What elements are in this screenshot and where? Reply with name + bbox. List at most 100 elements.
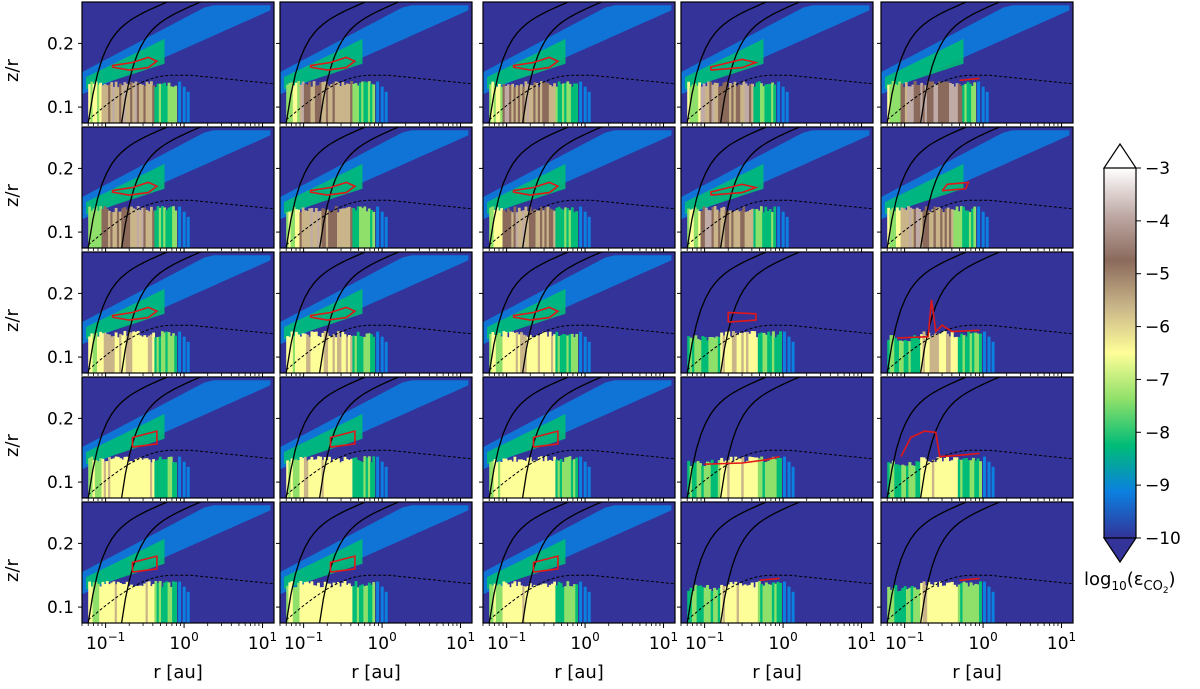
dashed-contour [686, 449, 873, 496]
reservoir-column [931, 459, 935, 498]
reservoir-column [557, 81, 561, 123]
reservoir-column [341, 82, 345, 123]
reservoir-column [323, 81, 327, 123]
reservoir-column [773, 84, 777, 123]
reservoir-column [887, 207, 890, 248]
reservoir-column [753, 587, 757, 623]
reservoir-column [114, 456, 118, 498]
reservoir-column [506, 584, 510, 623]
reservoir-column [513, 581, 517, 623]
reservoir-column [163, 582, 166, 623]
reservoir-column [542, 82, 545, 123]
emitting-region-outline [532, 430, 559, 448]
reservoir-column [352, 208, 356, 248]
dashed-contour [285, 199, 472, 246]
reservoir-column [352, 585, 356, 623]
fringe-column [783, 331, 786, 373]
x-tick-label: 101 [1047, 630, 1076, 654]
reservoir-column [941, 331, 945, 373]
reservoir-column [724, 331, 728, 373]
reservoir-column [713, 82, 717, 123]
reservoir-column [132, 462, 136, 498]
reservoir-column [913, 587, 917, 623]
contour-line [120, 127, 203, 248]
reservoir-column [167, 82, 171, 123]
reservoir-column [964, 210, 968, 248]
reservoir-column [295, 587, 298, 623]
reservoir-column [152, 210, 155, 248]
reservoir-column [306, 211, 309, 248]
fringe-column [583, 211, 587, 248]
contour-line [285, 377, 367, 498]
x-tick-exponent: 0 [990, 630, 998, 644]
contour-line [285, 127, 367, 248]
fringe-column [785, 216, 789, 248]
reservoir-column [154, 87, 158, 123]
reservoir-column [950, 331, 954, 373]
reservoir-column [116, 456, 120, 498]
emitting-region-outline [709, 58, 759, 71]
reservoir-column [926, 81, 930, 123]
dashed-contour [285, 574, 472, 621]
reservoir-column [768, 209, 772, 248]
reservoir-column [299, 457, 303, 498]
reservoir-column [943, 458, 947, 498]
reservoir-column [127, 84, 131, 123]
reservoir-column [757, 333, 761, 373]
reservoir-column [555, 207, 559, 248]
y-tick-label: 0.1 [47, 348, 74, 368]
reservoir-column [136, 206, 140, 248]
reservoir-column [750, 582, 754, 623]
contour-line [719, 252, 802, 373]
fringe-column [380, 86, 384, 123]
reservoir-column [769, 335, 773, 373]
reservoir-column [330, 587, 334, 623]
fringe-column [991, 591, 995, 623]
reservoir-column [517, 207, 521, 248]
reservoir-column [750, 331, 754, 373]
reservoir-column [509, 587, 512, 623]
reservoir-column [139, 84, 142, 123]
reservoir-column [348, 206, 351, 248]
reservoir-column [354, 83, 358, 123]
reservoir-column [691, 84, 695, 123]
reservoir-column [702, 83, 706, 123]
reservoir-column [343, 334, 347, 373]
reservoir-column [365, 211, 369, 248]
reservoir-column [559, 335, 563, 373]
reservoir-column [319, 82, 323, 123]
y-axis-label: z/r [2, 433, 23, 457]
reservoir-column [544, 332, 548, 373]
reservoir-column [150, 206, 153, 248]
reservoir-column [152, 85, 155, 123]
reservoir-column [743, 461, 747, 498]
reservoir-column [760, 584, 764, 623]
reservoir-column [553, 83, 556, 123]
reservoir-column [121, 335, 125, 373]
colorbar: −3 −4 −5 −6 −7 −8 −9 −10 log10(εCO2) [1084, 142, 1181, 596]
reservoir-column [88, 84, 91, 123]
reservoir-column [169, 335, 173, 373]
reservoir-column [312, 212, 316, 248]
reservoir-column [696, 461, 700, 498]
reservoir-column [933, 84, 937, 123]
reservoir-column [105, 208, 109, 248]
reservoir-column [973, 206, 977, 248]
reservoir-column [502, 331, 506, 373]
reservoir-column [727, 584, 731, 623]
emitting-region-outline [309, 306, 357, 321]
reservoir-column [934, 462, 938, 498]
reservoir-column [533, 209, 537, 248]
reservoir-column [92, 460, 96, 498]
x-tick-exponent: −1 [707, 630, 725, 644]
reservoir-column [105, 581, 109, 623]
reservoir-column [564, 457, 567, 498]
reservoir-column [771, 331, 775, 373]
fringe-column [376, 331, 380, 373]
reservoir-column [941, 461, 945, 498]
panel-r4-c1: 0.1 0.2 z/r [2, 376, 275, 503]
reservoir-column [165, 209, 169, 248]
reservoir-column [332, 459, 336, 498]
reservoir-column [918, 85, 921, 123]
dashed-contour [886, 74, 1073, 121]
